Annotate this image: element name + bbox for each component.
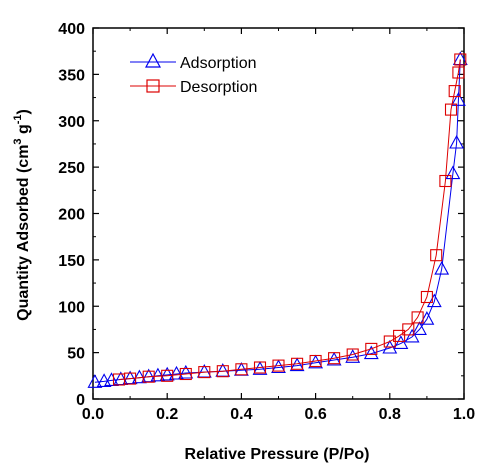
- desorption-point: [444, 103, 458, 116]
- x-tick-label: 0.6: [304, 406, 326, 423]
- desorption-point: [365, 342, 378, 355]
- adsorption-point: [345, 349, 361, 363]
- y-axis-title-part-3: ): [15, 109, 32, 114]
- desorption-point: [420, 290, 433, 304]
- desorption-point: [198, 366, 211, 379]
- adsorption-point: [393, 335, 409, 349]
- y-tick-label: 100: [58, 299, 85, 316]
- desorption-point: [253, 361, 267, 374]
- y-tick-label: 300: [58, 114, 85, 131]
- desorption-point: [452, 66, 465, 79]
- adsorption-point: [363, 345, 379, 360]
- adsorption-point: [449, 134, 465, 149]
- adsorption-point: [104, 372, 119, 386]
- adsorption-point: [426, 293, 442, 308]
- series-adsorption: [87, 51, 468, 388]
- desorption-point: [346, 348, 359, 361]
- plot-border: [92, 27, 465, 400]
- desorption-point: [430, 249, 443, 262]
- desorption-point: [454, 53, 467, 66]
- x-tick-label: 0.0: [82, 406, 104, 423]
- desorption-point: [411, 311, 424, 324]
- adsorption-point: [404, 328, 420, 343]
- desorption-point: [328, 352, 341, 365]
- y-tick-label: 350: [58, 67, 85, 84]
- y-axis-ticks: 0 50 100 150 200 250 300 350 400: [58, 21, 464, 409]
- y-tick-label: 250: [58, 160, 85, 177]
- x-tick-label: 0.4: [230, 406, 252, 423]
- desorption-point: [291, 357, 304, 370]
- legend-desorption-label: Desorption: [180, 79, 257, 96]
- adsorption-point: [271, 359, 286, 374]
- desorption-point: [309, 354, 322, 368]
- adsorption-point: [87, 374, 103, 388]
- desorption-point: [142, 370, 155, 383]
- adsorption-point: [178, 364, 194, 379]
- desorption-point: [448, 85, 461, 98]
- x-axis-title: Relative Pressure (P/Po): [185, 446, 370, 463]
- legend-desorption-marker: [146, 79, 160, 93]
- desorption-point: [383, 335, 396, 348]
- x-tick-label: 0.2: [156, 406, 178, 423]
- y-axis-title-part-1: Quantity Adsorbed (cm: [15, 145, 32, 321]
- desorption-line: [118, 59, 461, 380]
- y-axis-title: Quantity Adsorbed (cm3 g-1): [12, 109, 32, 321]
- adsorption-point: [445, 165, 461, 180]
- desorption-point: [439, 174, 452, 188]
- y-tick-label: 200: [58, 207, 85, 224]
- adsorption-point: [450, 92, 466, 106]
- series-layer: [87, 51, 468, 388]
- desorption-point: [402, 323, 415, 336]
- desorption-point: [112, 373, 126, 386]
- desorption-point: [272, 359, 285, 372]
- y-axis-title-sup-1: 3: [12, 138, 24, 144]
- plot-frame: [92, 27, 465, 400]
- desorption-point: [179, 367, 192, 381]
- desorption-point: [216, 365, 229, 378]
- desorption-point: [235, 363, 248, 376]
- x-tick-label: 1.0: [453, 406, 475, 423]
- adsorption-point: [169, 365, 184, 380]
- y-tick-label: 50: [67, 346, 85, 363]
- y-tick-label: 0: [76, 392, 85, 409]
- legend-adsorption-marker: [144, 52, 162, 68]
- adsorption-line: [94, 59, 461, 383]
- adsorption-point: [159, 366, 175, 381]
- legend-adsorption-label: Adsorption: [180, 55, 257, 72]
- x-tick-label: 0.8: [379, 406, 401, 423]
- y-axis-title-sup-2: -1: [12, 114, 24, 124]
- y-tick-label: 400: [58, 21, 85, 38]
- desorption-point: [161, 369, 174, 382]
- legend: Adsorption Desorption: [130, 52, 257, 96]
- series-desorption: [112, 53, 467, 386]
- adsorption-point: [434, 260, 450, 275]
- adsorption-point: [412, 321, 427, 335]
- x-axis-ticks: 0.0 0.2 0.4 0.6 0.8 1.0: [82, 28, 475, 423]
- y-axis-title-part-2: g: [15, 124, 32, 138]
- y-tick-label: 150: [58, 253, 85, 270]
